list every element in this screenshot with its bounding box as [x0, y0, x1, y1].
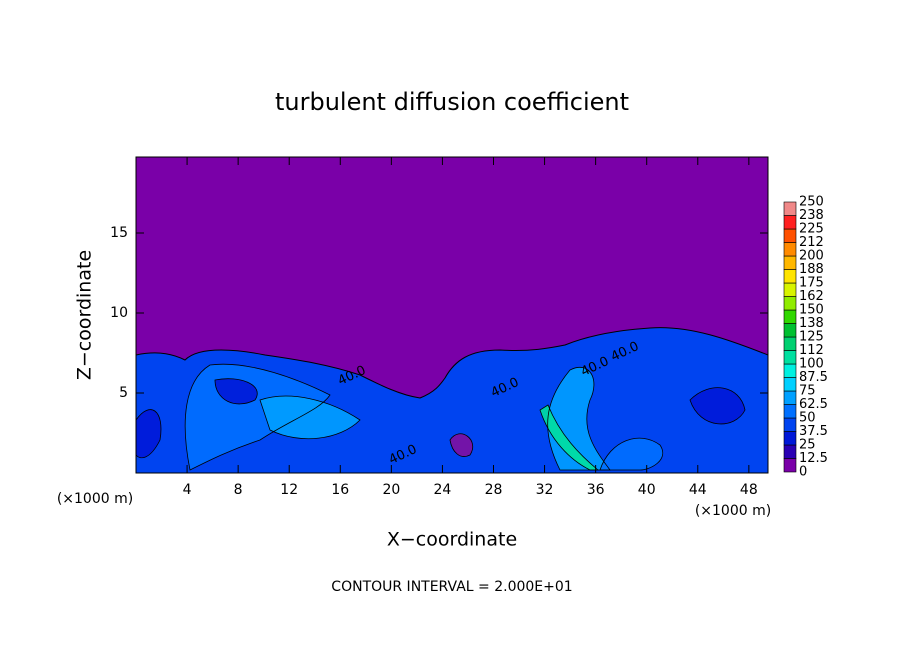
x-tick-label: 32	[536, 482, 554, 498]
colorbar-label: 188	[799, 262, 824, 277]
contour-line	[136, 409, 162, 459]
colorbar-label: 62.5	[799, 397, 828, 412]
contour-line	[689, 387, 746, 425]
colorbar-cell	[783, 444, 797, 459]
x-tick-label: 24	[434, 482, 452, 498]
colorbar-label: 138	[799, 316, 824, 331]
x-tick-label: 48	[740, 482, 758, 498]
colorbar-cell	[783, 282, 797, 297]
colorbar-cell	[783, 255, 797, 270]
colorbar-cell	[783, 363, 797, 378]
field	[136, 157, 768, 473]
field-region	[540, 405, 598, 470]
colorbar-cell	[783, 404, 797, 419]
contour-line	[184, 363, 331, 471]
colorbar-label: 100	[799, 357, 824, 372]
x-tick-label: 28	[485, 482, 503, 498]
colorbar-cell	[783, 431, 797, 446]
plot-frame	[135, 156, 769, 474]
x-tick-label: 8	[234, 482, 243, 498]
colorbar-cell	[783, 350, 797, 365]
colorbar-label: 175	[799, 276, 824, 291]
colorbar-cell	[783, 390, 797, 405]
y-axis-label: Z−coordinate	[74, 250, 96, 380]
colorbar-label: 0	[799, 465, 807, 480]
colorbar-cell	[783, 269, 797, 284]
colorbar-label: 162	[799, 289, 824, 304]
field-region	[690, 387, 745, 424]
colorbar-cell	[783, 242, 797, 257]
colorbar-cell	[783, 228, 797, 243]
x-tick-label: 12	[280, 482, 298, 498]
colorbar-label: 12.5	[799, 451, 828, 466]
contour-line	[599, 437, 663, 471]
x-unit-label: (×1000 m)	[695, 503, 771, 519]
colorbar-cell	[783, 458, 797, 473]
field-region	[215, 378, 258, 404]
footer-note: CONTOUR INTERVAL = 2.000E+01	[331, 579, 572, 595]
colorbar-cell	[783, 336, 797, 351]
colorbar-label: 125	[799, 330, 824, 345]
colorbar-label: 37.5	[799, 424, 828, 439]
colorbar-label: 150	[799, 303, 824, 318]
field-region	[600, 438, 663, 470]
contour-line	[449, 433, 473, 457]
colorbar-cell	[783, 323, 797, 338]
colorbar-cell	[783, 296, 797, 311]
y-tick-label: 5	[119, 385, 128, 401]
colorbar-label: 112	[799, 343, 824, 358]
x-tick-label: 44	[689, 482, 707, 498]
colorbar-cell	[783, 215, 797, 230]
contour-line	[136, 327, 768, 473]
contour-line	[539, 404, 600, 471]
colorbar-label: 225	[799, 222, 824, 237]
colorbar-label: 238	[799, 208, 824, 223]
field-region	[136, 409, 161, 458]
chart-title: turbulent diffusion coefficient	[275, 88, 629, 116]
x-tick-label: 40	[638, 482, 656, 498]
x-tick-label: 36	[587, 482, 605, 498]
x-tick-label: 16	[331, 482, 349, 498]
colorbar-label: 75	[799, 384, 816, 399]
colorbar-label: 200	[799, 249, 824, 264]
colorbar-cell	[783, 201, 797, 216]
colorbar-label: 87.5	[799, 370, 828, 385]
colorbar-label: 250	[799, 195, 824, 210]
x-tick-label: 20	[382, 482, 400, 498]
contour-line	[259, 395, 361, 440]
colorbar-cell	[783, 377, 797, 392]
x-unit-label: (×1000 m)	[57, 491, 133, 507]
field-region	[450, 433, 473, 457]
x-tick-label: 4	[183, 482, 192, 498]
colorbar-cell	[783, 309, 797, 324]
colorbar-cell	[783, 417, 797, 432]
colorbar-label: 50	[799, 411, 816, 426]
x-axis-label: X−coordinate	[387, 529, 517, 551]
contour-line	[547, 367, 611, 471]
y-tick-label: 15	[110, 225, 128, 241]
y-tick-label: 10	[110, 305, 128, 321]
colorbar-label: 212	[799, 235, 824, 250]
contour-line	[214, 378, 258, 405]
colorbar-label: 25	[799, 438, 816, 453]
